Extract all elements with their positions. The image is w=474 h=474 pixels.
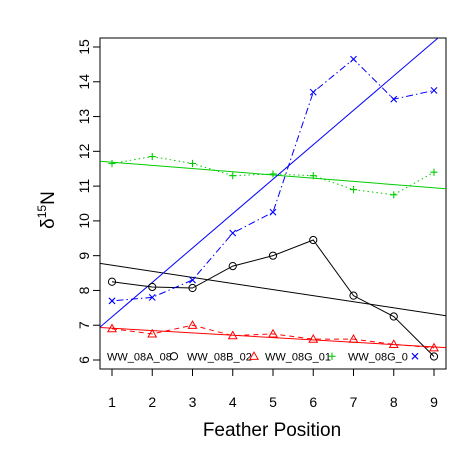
data-point [229, 172, 237, 180]
trend-line [100, 262, 446, 317]
data-point [309, 88, 317, 96]
data-point [350, 55, 357, 63]
series-line [111, 239, 435, 357]
data-point [309, 172, 317, 180]
trend-line [100, 38, 439, 328]
series-line [111, 58, 435, 302]
data-point [188, 159, 197, 168]
legend-label: WW_08G_0 [348, 351, 408, 363]
series-line [111, 156, 435, 196]
x-axis-title: Feather Position [203, 420, 341, 441]
legend-marker [328, 352, 336, 360]
series-group [106, 320, 440, 352]
data-point [147, 328, 158, 338]
data-point [107, 277, 117, 286]
legend-label: WW_08G_01 [265, 351, 331, 363]
series-line [111, 324, 435, 349]
y-tick-label: 14 [76, 74, 92, 90]
y-axis-title: δ15N [35, 191, 59, 229]
y-axis-title-base: δ [38, 218, 59, 229]
data-point [187, 320, 198, 329]
y-tick-label: 13 [76, 109, 92, 125]
plot-area [99, 37, 447, 370]
y-tick-label: 7 [76, 321, 92, 329]
data-point [267, 328, 279, 338]
data-point [389, 312, 398, 321]
legend-item: WW_08A_08 [107, 351, 179, 363]
y-tick-label: 12 [76, 143, 92, 159]
y-axis-title-rest: N [38, 191, 59, 205]
legend: WW_08A_08 WW_08B_02 WW_08G_01 WW_08G_0 [107, 351, 419, 363]
data-point [388, 339, 399, 348]
y-tick-label: 8 [76, 286, 92, 294]
trend-lines [100, 38, 446, 349]
legend-item: WW_08B_02 [187, 351, 260, 363]
x-tick-label: 1 [108, 394, 116, 410]
y-tick-label: 15 [76, 39, 92, 55]
data-point [349, 291, 358, 300]
legend-label: WW_08A_08 [107, 351, 172, 363]
data-point [429, 352, 439, 361]
legend-item: WW_08G_01 [265, 351, 336, 363]
data-point [229, 229, 237, 237]
series-group [107, 235, 439, 361]
data-point [189, 276, 196, 284]
data-point [390, 95, 398, 103]
x-tick-label: 8 [390, 394, 398, 410]
legend-item: WW_08G_0 [348, 351, 419, 363]
data-point [228, 262, 237, 271]
x-tick-label: 3 [189, 394, 197, 410]
data-point [430, 168, 438, 176]
data-point [188, 283, 197, 293]
y-tick-label: 6 [76, 356, 92, 364]
data-point [269, 208, 277, 216]
y-tick-label: 9 [76, 252, 92, 260]
data-point [430, 87, 438, 94]
legend-label: WW_08B_02 [187, 351, 252, 363]
data-point [390, 191, 398, 199]
data-point [348, 333, 359, 343]
y-tick-label: 11 [76, 179, 92, 194]
data-point [148, 152, 156, 161]
y-tick-label: 10 [76, 213, 92, 229]
x-tick-label: 6 [309, 394, 317, 410]
series-group [108, 152, 438, 199]
x-tick-label: 4 [229, 394, 237, 410]
y-axis-title-superscript: 15 [35, 205, 49, 219]
data-point [227, 330, 238, 340]
data-point [269, 170, 277, 178]
x-tick-label: 5 [269, 394, 277, 410]
data-point [148, 293, 156, 301]
data-point [349, 185, 358, 194]
x-tick-label: 7 [350, 394, 358, 410]
data-point [108, 297, 116, 305]
data-point [148, 282, 157, 292]
plot-frame [99, 37, 447, 370]
legend-marker [169, 352, 179, 361]
data-point [428, 342, 440, 352]
legend-marker [248, 351, 260, 360]
data-point [268, 251, 278, 260]
data-point [308, 333, 319, 343]
legend-marker [411, 352, 419, 360]
series-group [108, 55, 438, 305]
x-tick-label: 2 [148, 394, 156, 410]
data-point [106, 323, 118, 333]
data-point [309, 235, 318, 245]
data-point [108, 159, 116, 168]
x-tick-label: 9 [430, 394, 438, 410]
data-series [106, 55, 440, 361]
